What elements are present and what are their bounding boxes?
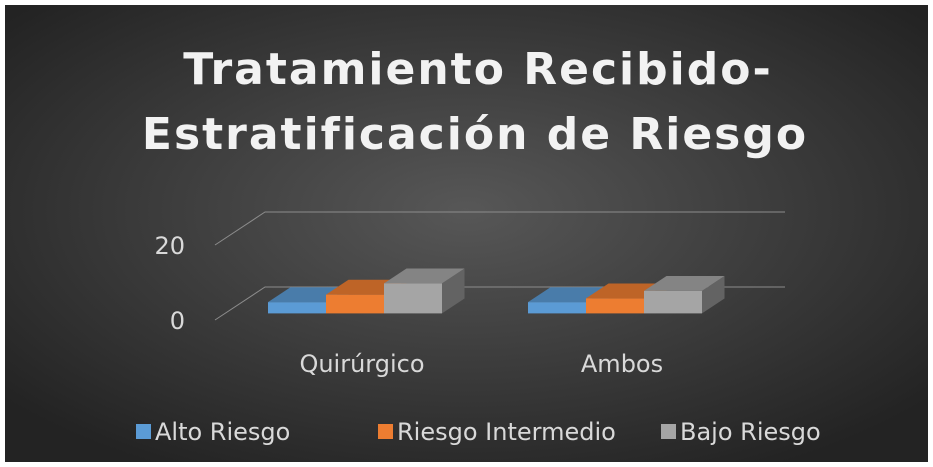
bar-top xyxy=(644,276,725,291)
bar-side xyxy=(442,268,465,314)
bar-front xyxy=(268,302,326,314)
bar-front xyxy=(586,298,644,314)
bar-front xyxy=(326,294,384,314)
bar-side xyxy=(702,276,725,314)
legend-swatch xyxy=(378,424,393,439)
y-tick-label: 20 xyxy=(154,232,185,260)
background xyxy=(5,5,928,462)
bar-top xyxy=(384,268,465,284)
grid-line xyxy=(214,211,785,246)
chart-title: Estratificación de Riesgo xyxy=(142,109,808,160)
bar-front xyxy=(644,290,702,314)
bar-front xyxy=(528,302,586,314)
legend-label: Bajo Riesgo xyxy=(680,418,821,446)
legend-label: Riesgo Intermedio xyxy=(397,418,616,446)
legend-swatch xyxy=(136,424,151,439)
y-tick-label: 0 xyxy=(170,307,185,335)
chart-title: Tratamiento Recibido- xyxy=(183,44,772,95)
bar xyxy=(644,276,725,314)
x-tick-label: Ambos xyxy=(581,350,663,378)
bar-front xyxy=(384,283,442,314)
legend-swatch xyxy=(661,424,676,439)
legend-label: Alto Riesgo xyxy=(155,418,290,446)
bar xyxy=(384,268,465,314)
x-tick-label: Quirúrgico xyxy=(299,350,424,378)
